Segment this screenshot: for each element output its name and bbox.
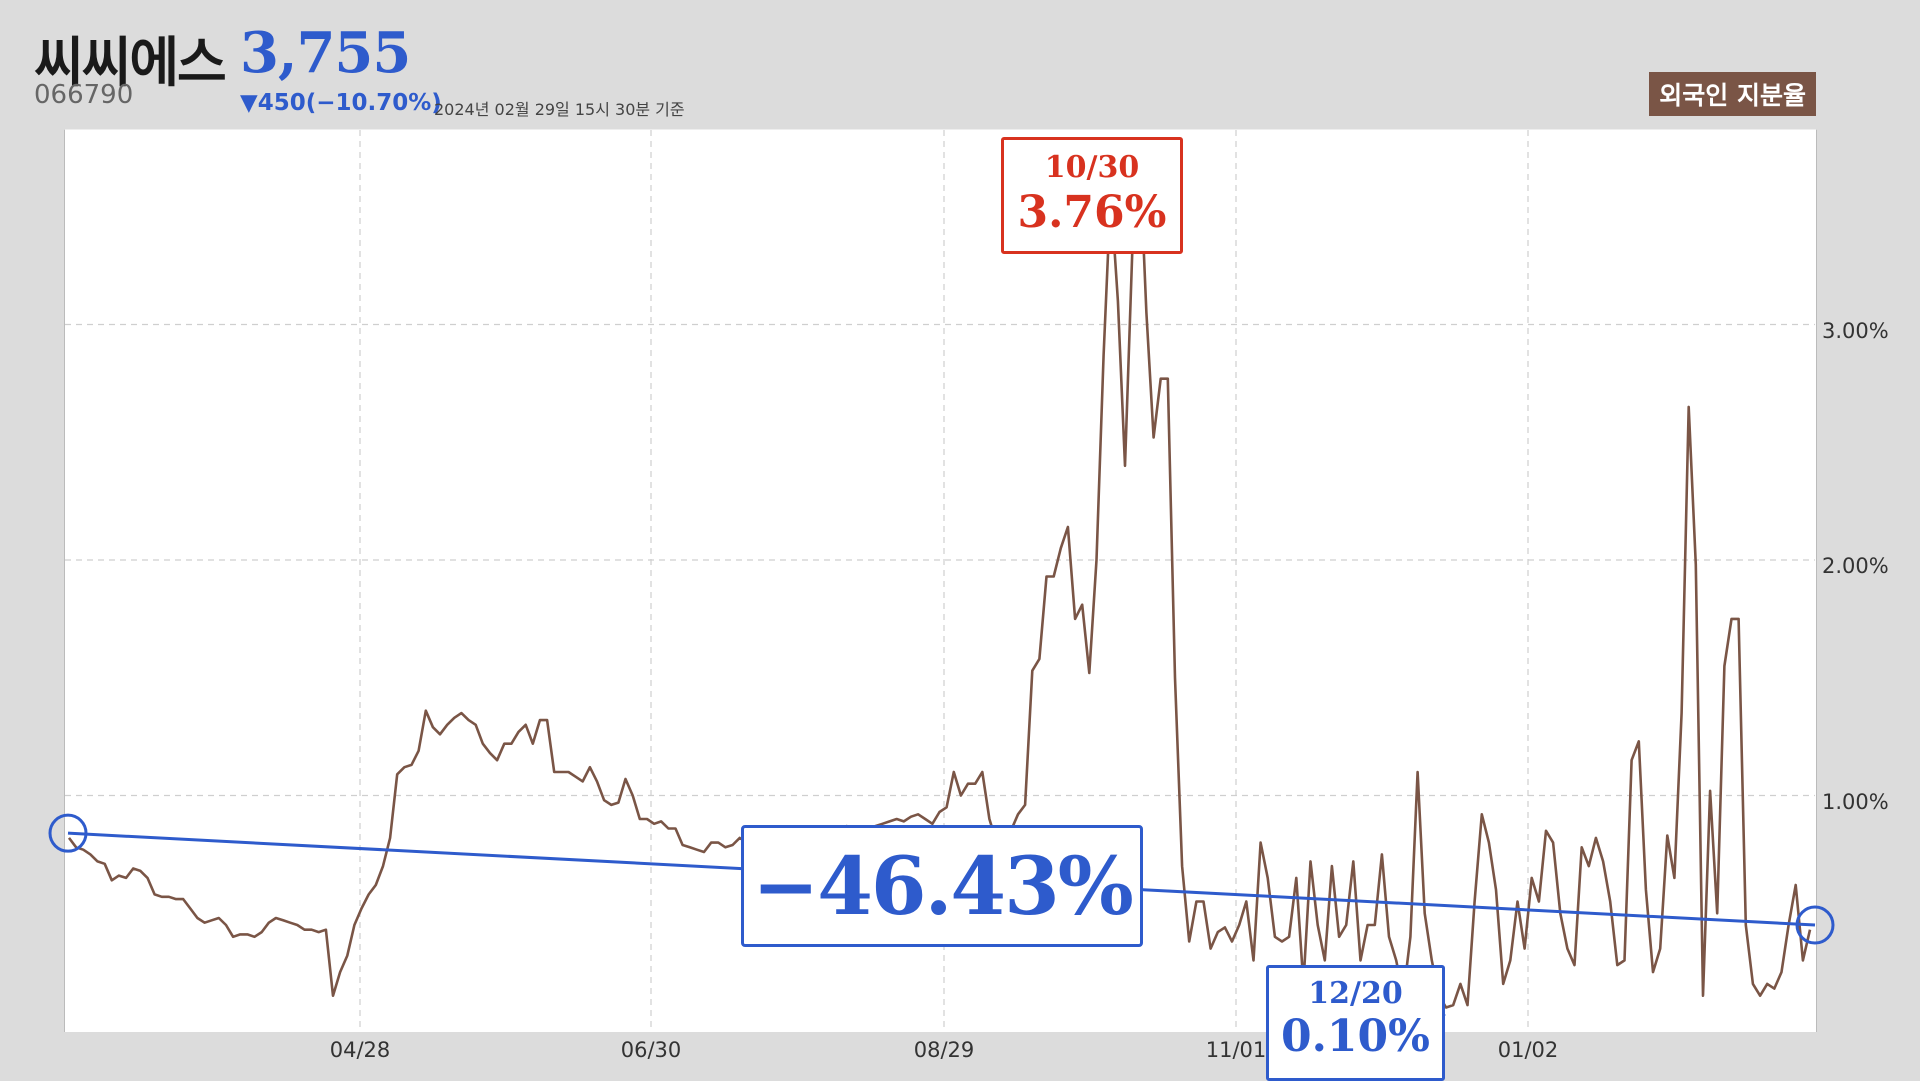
high-value: 3.76% xyxy=(1017,187,1167,238)
x-tick-label: 06/30 xyxy=(620,1038,682,1062)
change-percent-callout: −46.43% xyxy=(741,825,1143,947)
x-tick-label: 08/29 xyxy=(913,1038,975,1062)
series-line xyxy=(67,144,1812,1009)
low-value: 0.10% xyxy=(1281,1011,1430,1062)
y-tick-label: 2.00% xyxy=(1822,554,1889,578)
stock-code: 066790 xyxy=(34,80,134,110)
chart-title-badge: 외국인 지분율 xyxy=(1649,72,1816,116)
timestamp: 2024년 02월 29일 15시 30분 기준 xyxy=(434,100,685,119)
y-tick-label: 1.00% xyxy=(1822,790,1889,814)
low-date: 12/20 xyxy=(1308,976,1403,1011)
high-callout: 10/30 3.76% xyxy=(1001,137,1183,254)
trend-end-marker xyxy=(1795,905,1835,945)
y-tick-label: 3.00% xyxy=(1822,319,1889,343)
stock-price: 3,755 xyxy=(240,20,411,86)
low-callout: 12/20 0.10% xyxy=(1266,965,1445,1081)
x-tick-label: 04/28 xyxy=(329,1038,391,1062)
x-tick-label: 11/01 xyxy=(1205,1038,1267,1062)
stock-name: 씨씨에스 xyxy=(34,31,227,94)
high-date: 10/30 xyxy=(1044,150,1140,185)
x-tick-label: 01/02 xyxy=(1497,1038,1559,1062)
trend-start-marker xyxy=(48,813,88,853)
price-change: ▼450(−10.70%) xyxy=(240,90,442,116)
